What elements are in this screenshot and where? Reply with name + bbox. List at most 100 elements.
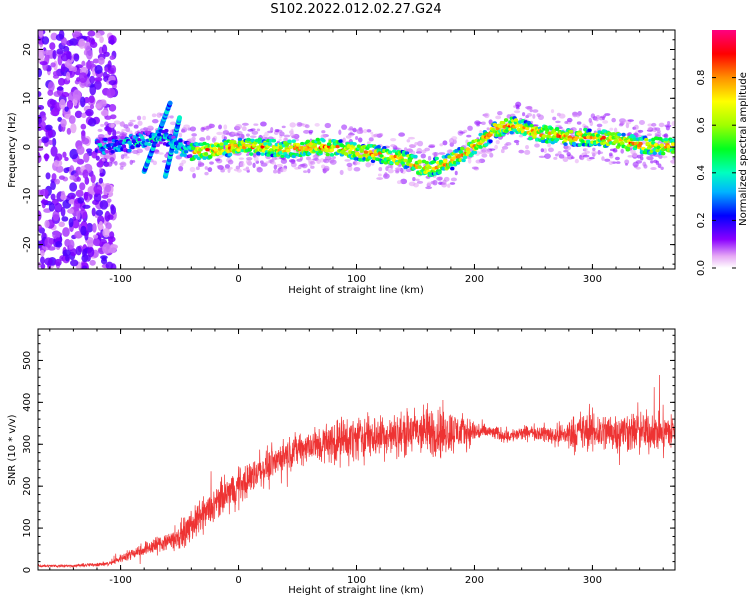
heatmap-cell <box>76 145 85 155</box>
heatmap-cell <box>183 124 190 129</box>
heatmap-cell <box>558 154 565 159</box>
heatmap-cell <box>202 156 207 160</box>
heatmap-cell <box>346 162 353 168</box>
heatmap-cell <box>657 129 661 134</box>
heatmap-cell <box>78 72 88 84</box>
heatmap-cell <box>442 179 447 185</box>
heatmap-cell <box>208 123 213 128</box>
heatmap-cell <box>525 106 533 110</box>
heatmap-cell <box>280 167 287 173</box>
heatmap-cell <box>104 121 109 127</box>
heatmap-cell <box>651 122 657 127</box>
heatmap-cell <box>290 159 296 165</box>
heatmap-cell <box>574 159 579 164</box>
heatmap-cell <box>75 189 84 198</box>
heatmap-cell <box>438 176 443 181</box>
heatmap-cell <box>100 109 109 117</box>
heatmap-cell <box>467 158 472 164</box>
heatmap-cell <box>308 129 314 134</box>
heatmap-cell <box>81 60 86 67</box>
heatmap-cell <box>300 141 305 146</box>
heatmap-cell <box>72 66 78 73</box>
heatmap-cell <box>90 174 96 184</box>
heatmap-cell <box>547 147 554 153</box>
heatmap-cell <box>249 152 254 156</box>
heatmap-cell <box>488 119 493 125</box>
heatmap-cell <box>406 148 412 153</box>
heatmap-cell <box>355 136 359 141</box>
heatmap-cell <box>465 147 471 151</box>
y-tick-label: -20 <box>22 236 33 252</box>
heatmap-cell <box>564 120 569 124</box>
heatmap-cell <box>205 135 211 141</box>
heatmap-cell <box>181 159 187 164</box>
heatmap-cell <box>513 139 520 144</box>
heatmap-cell <box>317 141 322 145</box>
heatmap-cell <box>549 126 554 131</box>
heatmap-cell <box>670 150 675 154</box>
heatmap-cell <box>40 199 49 204</box>
heatmap-cell <box>518 134 524 138</box>
heatmap-cell <box>279 131 285 137</box>
heatmap-cell <box>357 137 363 143</box>
heatmap-cell <box>579 127 583 132</box>
heatmap-cell <box>97 134 105 139</box>
heatmap-cell <box>91 150 98 159</box>
heatmap-cell <box>38 104 45 110</box>
heatmap-cell <box>76 209 81 220</box>
heatmap-cell <box>608 152 613 157</box>
heatmap-cell <box>69 148 79 160</box>
heatmap-cell <box>92 58 100 64</box>
heatmap-cell <box>582 154 590 158</box>
heatmap-cell <box>213 148 219 152</box>
heatmap-cell <box>621 132 626 137</box>
heatmap-cell <box>151 118 159 124</box>
heatmap-cell <box>655 148 660 153</box>
heatmap-cell <box>92 234 99 239</box>
heatmap-cell <box>373 133 380 138</box>
heatmap-cell <box>396 180 402 185</box>
heatmap-cell <box>613 127 618 133</box>
heatmap-cell <box>343 152 349 156</box>
heatmap-cell <box>624 159 630 165</box>
heatmap-cell <box>500 148 505 154</box>
x-tick-label: 100 <box>347 575 366 586</box>
heatmap-cell <box>392 149 397 153</box>
heatmap-cell <box>574 135 580 140</box>
heatmap-cell <box>304 147 309 152</box>
heatmap-cell <box>93 80 102 90</box>
heatmap-cell <box>58 30 65 40</box>
heatmap-cell <box>271 138 277 143</box>
heatmap-cell <box>75 245 82 256</box>
heatmap-cell <box>612 148 618 153</box>
heatmap-cell <box>104 149 110 154</box>
heatmap-cell <box>161 160 168 163</box>
colorbar-tick-label: 0.2 <box>696 212 707 228</box>
heatmap-cell <box>387 150 393 154</box>
heatmap-cell <box>99 172 105 177</box>
heatmap-cell <box>65 71 71 81</box>
heatmap-cell <box>409 144 415 148</box>
spectrogram-x-axis-label: Height of straight line (km) <box>288 285 424 296</box>
heatmap-cell <box>625 147 631 151</box>
heatmap-cell <box>373 152 379 157</box>
heatmap-cell <box>108 39 115 45</box>
heatmap-cell <box>542 134 547 138</box>
heatmap-cell <box>50 193 56 201</box>
heatmap-cell <box>121 128 127 132</box>
heatmap-cell <box>570 156 575 160</box>
heatmap-cell <box>341 124 348 130</box>
heatmap-cell <box>416 147 423 154</box>
heatmap-cell <box>127 122 134 127</box>
heatmap-cell <box>119 165 124 170</box>
heatmap-cell <box>260 145 265 149</box>
x-tick-label: -100 <box>109 575 132 586</box>
heatmap-cell <box>38 30 44 38</box>
heatmap-cell <box>495 139 500 145</box>
heatmap-cell <box>62 249 71 257</box>
heatmap-cell <box>501 121 506 125</box>
heatmap-cell <box>347 127 354 131</box>
heatmap-cell <box>524 149 531 155</box>
heatmap-cell <box>647 127 653 131</box>
heatmap-cell <box>501 145 509 150</box>
